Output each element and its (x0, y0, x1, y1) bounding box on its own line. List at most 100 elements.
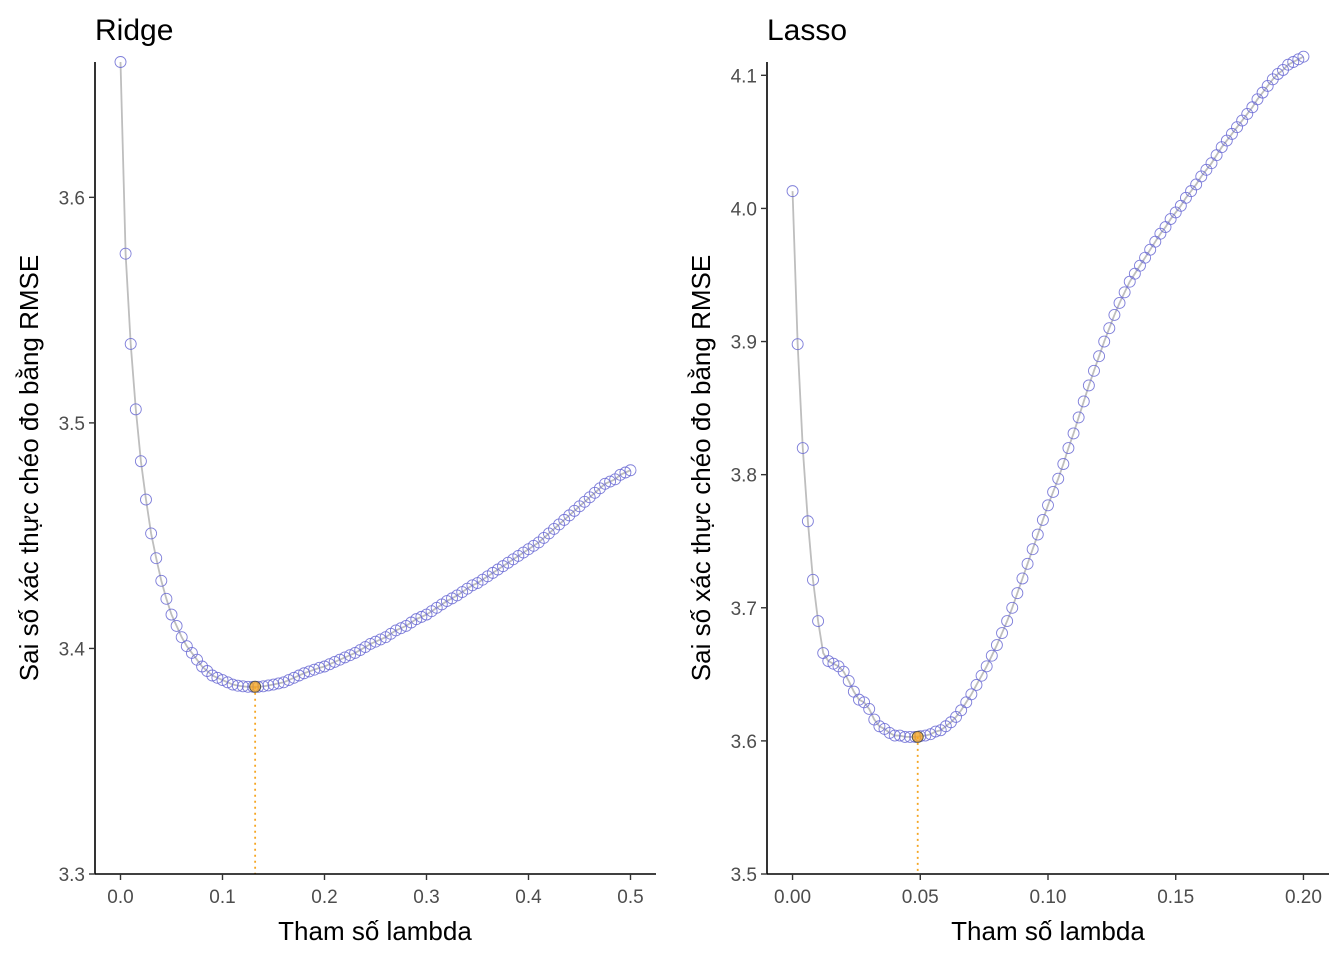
lasso-cv-point (1072, 411, 1085, 424)
ridge-cv-point (323, 658, 336, 671)
ridge-cv-point (318, 660, 331, 673)
lasso-cv-point (1057, 458, 1070, 470)
ridge-cv-point (333, 653, 346, 666)
ridge-cv-point (344, 649, 356, 662)
lasso-cv-point (970, 679, 983, 691)
ridge-cv-line (119, 61, 631, 688)
ridge-cv-point (619, 466, 632, 479)
lasso-cv-point (863, 702, 876, 715)
lasso-cv-point (791, 338, 804, 351)
ridge-cv-point (369, 635, 382, 648)
ridge-cv-point (170, 619, 183, 632)
lasso-curve-layer (786, 50, 1310, 874)
lasso-x-ticks: 0.00 0.05 0.10 0.15 0.20 (774, 874, 1322, 908)
lasso-x-axis-title: Tham số lambda (951, 916, 1145, 946)
ridge-x-axis-title: Tham số lambda (278, 916, 472, 946)
ridge-cv-point (165, 608, 178, 621)
lasso-cv-point (1297, 50, 1310, 63)
lasso-best-point (911, 730, 924, 743)
lasso-x-tick-label: 0.00 (774, 887, 811, 908)
ridge-panel: Ridge 3.3 3.4 3.5 3.6 0.0 0.1 0.2 0.3 0.4 0.5 Th… (14, 14, 656, 946)
lasso-cv-point (1108, 308, 1121, 321)
ridge-x-tick-label: 0.2 (311, 887, 337, 908)
ridge-x-tick-label: 0.1 (209, 887, 235, 908)
ridge-cv-point (599, 477, 611, 490)
ridge-cv-point (282, 674, 295, 686)
lasso-cv-point (990, 639, 1003, 651)
ridge-cv-point (338, 651, 351, 664)
lasso-cv-point (1006, 601, 1019, 614)
lasso-cv-point (1103, 322, 1116, 335)
lasso-cv-point (842, 675, 855, 687)
ridge-cv-point (624, 464, 637, 477)
lasso-cv-point (786, 185, 799, 198)
ridge-cv-point (226, 678, 239, 691)
lasso-cv-point (796, 442, 809, 454)
ridge-panel-title: Ridge (95, 14, 173, 47)
lasso-cv-point (801, 515, 814, 528)
lasso-cv-point (888, 729, 901, 742)
ridge-y-tick-label: 3.6 (59, 188, 85, 209)
ridge-y-tick-label: 3.3 (59, 865, 85, 886)
ridge-cv-point (114, 56, 127, 68)
ridge-cv-point (604, 475, 617, 488)
ridge-cv-point (231, 679, 244, 692)
ridge-cv-point (395, 622, 407, 635)
lasso-cv-point (985, 649, 998, 662)
ridge-cv-point (160, 592, 173, 605)
ridge-cv-point (175, 631, 188, 644)
lasso-cv-point (1016, 572, 1029, 585)
lasso-cv-point (996, 627, 1008, 640)
lasso-cv-point (1088, 364, 1100, 377)
lasso-cv-point (807, 573, 819, 586)
lasso-y-tick-label: 3.5 (731, 865, 757, 886)
ridge-cv-point (287, 671, 300, 684)
ridge-cv-point (374, 633, 387, 646)
lasso-cv-point (1062, 442, 1075, 454)
ridge-cv-point (145, 527, 158, 540)
ridge-cv-point (211, 671, 224, 684)
lasso-cv-point (893, 729, 906, 742)
ridge-cv-point (277, 676, 290, 689)
ridge-x-tick-label: 0.4 (515, 887, 542, 908)
ridge-cv-point (466, 579, 479, 592)
ridge-best-point (249, 680, 262, 693)
lasso-cv-point (1077, 395, 1090, 408)
ridge-x-ticks: 0.0 0.1 0.2 0.3 0.4 0.5 (107, 874, 644, 908)
lasso-cv-point (1093, 350, 1106, 363)
lasso-x-tick-label: 0.05 (902, 887, 939, 908)
ridge-x-tick-label: 0.3 (413, 887, 439, 908)
ridge-cv-point (389, 624, 402, 637)
ridge-cv-point (614, 468, 627, 481)
lasso-panel: Lasso 3.5 3.6 3.7 3.8 3.9 4.0 4.1 0.00 0.05 0.10… (686, 14, 1329, 946)
lasso-cv-line (791, 55, 1304, 738)
ridge-cv-point (293, 669, 305, 682)
lasso-cv-point (975, 669, 988, 682)
lasso-cv-point (898, 730, 911, 743)
lasso-cv-point (1113, 296, 1126, 309)
lasso-x-tick-label: 0.10 (1030, 887, 1067, 908)
ridge-cv-point (364, 637, 377, 650)
lasso-cv-point (812, 615, 825, 628)
ridge-cv-point (155, 574, 168, 587)
lasso-cv-point (1011, 587, 1024, 600)
lasso-cv-point (1001, 615, 1014, 628)
lasso-x-tick-label: 0.20 (1285, 887, 1322, 908)
lasso-cv-point (1036, 513, 1049, 526)
lasso-cv-point (1118, 286, 1131, 299)
lasso-y-tick-label: 3.8 (731, 466, 757, 487)
ridge-cv-point (216, 674, 229, 686)
ridge-y-axis-title: Sai số xác thực chéo đo bằng RMSE (14, 255, 44, 681)
ridge-cv-point (124, 337, 137, 350)
lasso-x-tick-label: 0.15 (1157, 887, 1194, 908)
lasso-cv-point (1021, 557, 1034, 570)
ridge-x-tick-label: 0.5 (617, 887, 643, 908)
ridge-cv-point (415, 610, 428, 623)
ridge-cv-point (119, 247, 132, 260)
lasso-y-tick-label: 3.9 (731, 333, 757, 354)
ridge-cv-point (134, 455, 147, 468)
ridge-cv-point (206, 669, 219, 682)
ridge-y-tick-label: 3.4 (59, 639, 86, 660)
lasso-y-tick-label: 3.7 (731, 599, 757, 620)
